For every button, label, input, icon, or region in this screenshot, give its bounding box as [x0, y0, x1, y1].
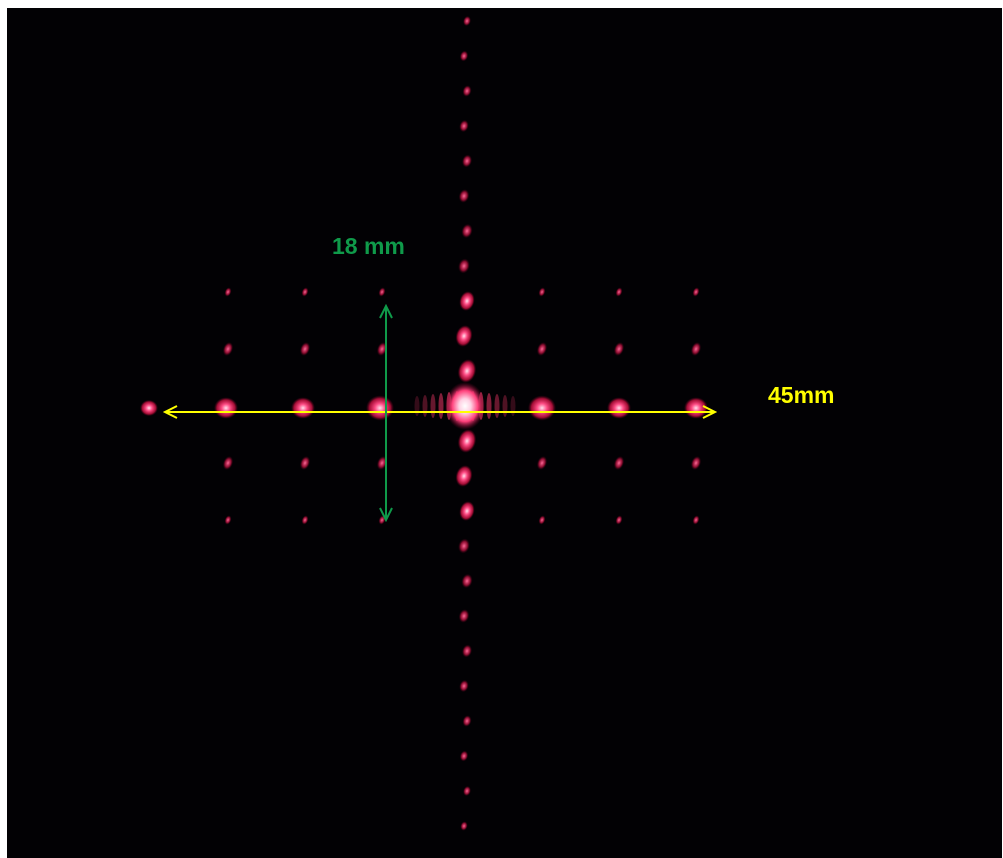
- diffraction-spot: [613, 456, 625, 470]
- diffraction-spot: [459, 750, 469, 762]
- fringe: [422, 395, 428, 417]
- diffraction-spot: [459, 291, 475, 311]
- diffraction-spot: [457, 429, 477, 453]
- diffraction-spot: [455, 465, 473, 487]
- diffraction-spot: [445, 382, 485, 430]
- diffraction-spot: [607, 397, 631, 419]
- diffraction-spot: [459, 119, 469, 133]
- diffraction-spot: [460, 821, 468, 831]
- diffraction-spot: [461, 223, 473, 239]
- diffraction-spot: [462, 715, 472, 727]
- diffraction-spot: [459, 679, 469, 693]
- diffraction-spot: [615, 515, 623, 525]
- diffraction-spot: [536, 456, 548, 470]
- diffraction-spot: [615, 287, 623, 297]
- diffraction-spot: [692, 287, 700, 297]
- diffraction-spot: [458, 609, 470, 623]
- diffraction-spot: [459, 50, 469, 62]
- diffraction-spot: [214, 397, 238, 419]
- diffraction-spot: [140, 399, 158, 417]
- diffraction-spot: [461, 644, 473, 658]
- diffraction-photo: 18 mm 45mm: [7, 8, 1002, 858]
- diffraction-spot: [463, 15, 471, 27]
- horizontal-measure-label: 45mm: [768, 382, 835, 408]
- diffraction-spot: [692, 515, 700, 525]
- diffraction-spot: [462, 85, 472, 97]
- diffraction-spot: [528, 395, 556, 421]
- diffraction-spot: [684, 397, 708, 419]
- fringe: [494, 394, 500, 418]
- diffraction-spots: [140, 15, 708, 831]
- diffraction-spot: [301, 515, 309, 525]
- diffraction-spot: [457, 359, 477, 383]
- fringe: [438, 393, 444, 419]
- diffraction-spot: [459, 501, 475, 521]
- diffraction-spot: [222, 456, 234, 470]
- diffraction-spot: [224, 515, 232, 525]
- diffraction-spot: [538, 287, 546, 297]
- diffraction-spot: [299, 456, 311, 470]
- diffraction-spot: [301, 287, 309, 297]
- diffraction-spot: [366, 395, 394, 421]
- diffraction-spot: [461, 154, 473, 168]
- diffraction-spot: [458, 189, 470, 203]
- diffraction-spot: [463, 785, 471, 797]
- diffraction-pattern: [140, 15, 1002, 831]
- diffraction-spot: [378, 287, 386, 297]
- diffraction-spot: [690, 456, 702, 470]
- diffraction-spot: [538, 515, 546, 525]
- diffraction-spot: [222, 342, 234, 356]
- diffraction-spot: [613, 342, 625, 356]
- fringe: [430, 394, 436, 418]
- vertical-measure-label: 18 mm: [332, 233, 405, 259]
- diffraction-spot: [536, 342, 548, 356]
- fringe: [502, 395, 508, 417]
- diffraction-spot: [461, 573, 473, 589]
- diffraction-spot: [458, 258, 470, 274]
- fringe: [486, 393, 492, 419]
- diffraction-spot: [299, 342, 311, 356]
- diffraction-spot: [224, 287, 232, 297]
- diffraction-spot: [455, 325, 473, 347]
- diffraction-spot: [291, 397, 315, 419]
- diffraction-spot: [458, 538, 470, 554]
- diffraction-spot: [690, 342, 702, 356]
